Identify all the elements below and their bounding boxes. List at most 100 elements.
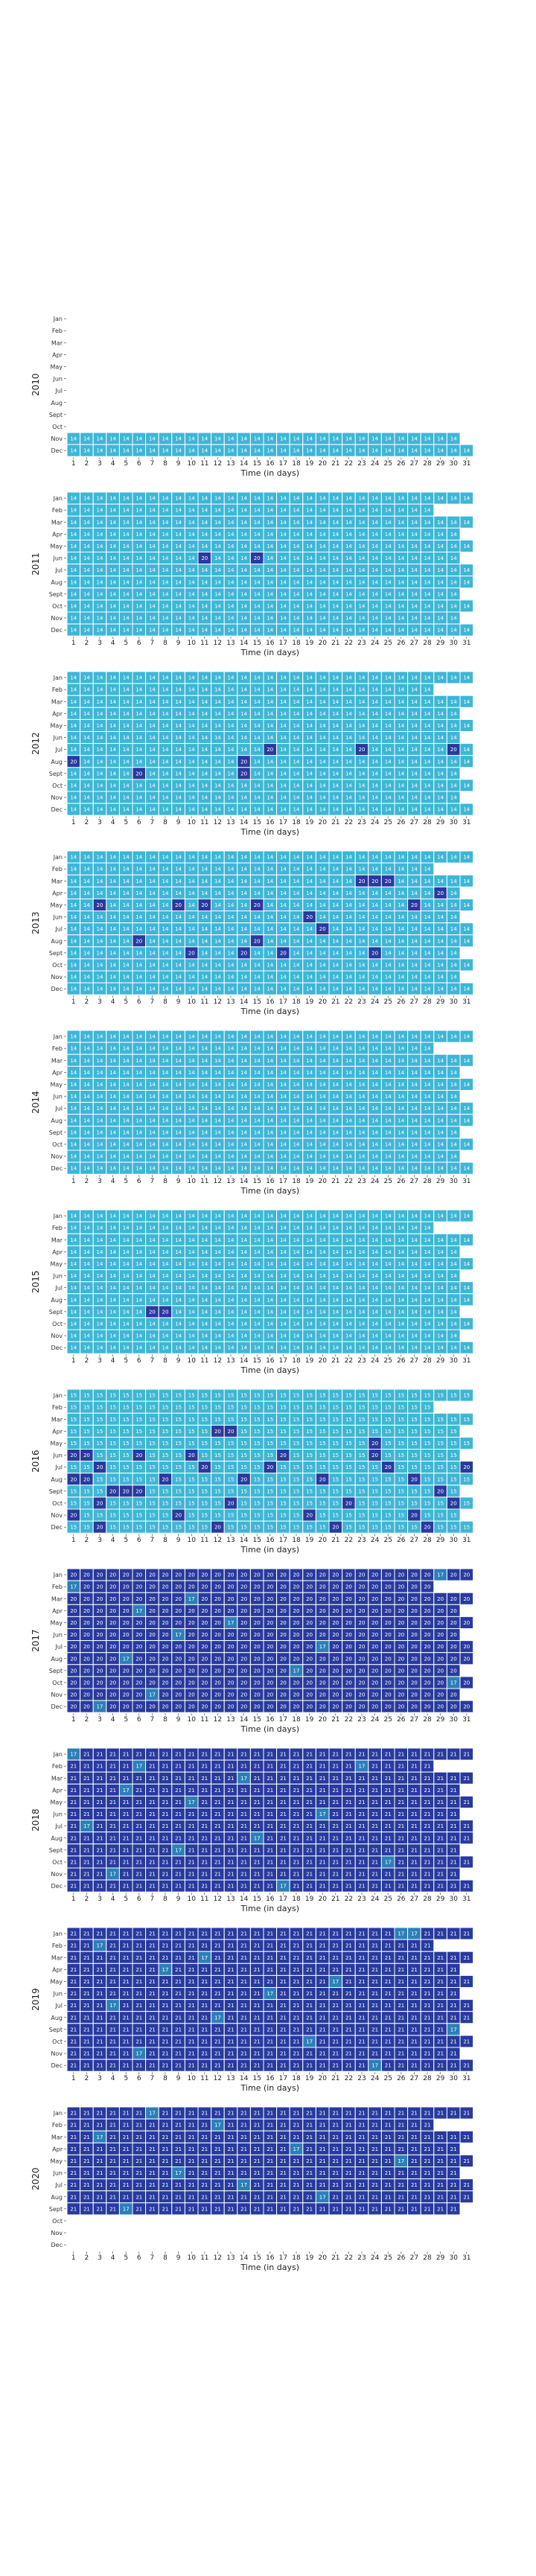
cell-value-label: 14 bbox=[162, 938, 169, 944]
cell-value-label: 15 bbox=[109, 1500, 116, 1506]
cell-value-label: 14 bbox=[162, 628, 169, 634]
cell-value-label: 14 bbox=[411, 1082, 418, 1088]
cell-value-label: 14 bbox=[437, 938, 444, 944]
cell-value-label: 14 bbox=[398, 782, 404, 788]
cell-value-label: 14 bbox=[97, 1118, 103, 1123]
cell-value-label: 14 bbox=[162, 448, 169, 454]
cell-value-label: 14 bbox=[463, 782, 470, 788]
cell-value-label: 14 bbox=[359, 1118, 366, 1123]
cell-value-label: 14 bbox=[97, 938, 103, 944]
cell-value-label: 14 bbox=[83, 1070, 90, 1076]
cell-value-label: 14 bbox=[162, 699, 169, 705]
cell-value-label: 14 bbox=[188, 591, 195, 597]
cell-value-label: 14 bbox=[398, 591, 404, 597]
cell-value-label: 15 bbox=[201, 1441, 208, 1447]
cell-value-label: 14 bbox=[149, 890, 156, 896]
cell-value-label: 14 bbox=[424, 532, 431, 538]
cell-value-label: 15 bbox=[162, 1453, 169, 1458]
cell-value-label: 14 bbox=[306, 1141, 313, 1147]
cell-value-label: 14 bbox=[254, 1154, 261, 1160]
month-label: Oct bbox=[52, 782, 63, 789]
cell-value-label: 14 bbox=[424, 687, 431, 693]
cell-value-label: 14 bbox=[149, 747, 156, 753]
cell-value-label: 14 bbox=[162, 855, 169, 861]
cell-value-label: 14 bbox=[254, 1309, 261, 1315]
cell-value-label: 14 bbox=[398, 807, 404, 813]
x-tick-label: 29 bbox=[436, 998, 445, 1006]
cell-value-label: 14 bbox=[332, 759, 339, 765]
x-tick-label: 9 bbox=[176, 819, 181, 826]
cell-value-label: 14 bbox=[450, 938, 457, 944]
x-tick-label: 1 bbox=[71, 1357, 76, 1365]
cell-value-label: 14 bbox=[332, 675, 339, 681]
cell-value-label: 14 bbox=[424, 1094, 431, 1100]
cell-value-label: 14 bbox=[371, 723, 378, 729]
cell-value-label: 14 bbox=[385, 1333, 392, 1339]
cell-value-label: 14 bbox=[306, 1321, 313, 1327]
cell-value-label: 14 bbox=[332, 1129, 339, 1135]
cell-value-label: 14 bbox=[332, 1249, 339, 1255]
cell-value-label: 14 bbox=[319, 603, 326, 609]
cell-value-label: 14 bbox=[97, 1141, 103, 1147]
cell-value-label: 20 bbox=[135, 938, 142, 944]
cell-value-label: 14 bbox=[70, 1249, 77, 1255]
cell-value-label: 14 bbox=[162, 567, 169, 573]
cell-value-label: 14 bbox=[175, 1154, 182, 1160]
cell-value-label: 15 bbox=[214, 1441, 221, 1447]
cell-value-label: 20 bbox=[240, 950, 247, 956]
cell-value-label: 14 bbox=[109, 508, 116, 514]
cell-value-label: 14 bbox=[83, 914, 90, 920]
cell-value-label: 14 bbox=[280, 520, 287, 526]
x-tick-label: 19 bbox=[305, 998, 314, 1006]
cell-value-label: 14 bbox=[188, 628, 195, 634]
cell-value-label: 14 bbox=[332, 1082, 339, 1088]
cell-value-label: 15 bbox=[201, 1453, 208, 1458]
x-tick-label: 8 bbox=[163, 640, 168, 647]
cell-value-label: 14 bbox=[371, 759, 378, 765]
cell-value-label: 14 bbox=[97, 807, 103, 813]
cell-value-label: 14 bbox=[149, 759, 156, 765]
cell-value-label: 14 bbox=[293, 975, 300, 981]
cell-value-label: 14 bbox=[424, 771, 431, 777]
cell-value-label: 14 bbox=[280, 591, 287, 597]
cell-value-label: 14 bbox=[214, 616, 221, 622]
cell-value-label: 14 bbox=[109, 914, 116, 920]
cell-value-label: 14 bbox=[267, 1214, 273, 1220]
cell-value-label: 14 bbox=[293, 711, 300, 717]
cell-value-label: 14 bbox=[345, 567, 352, 573]
cell-value-label: 14 bbox=[345, 1094, 352, 1100]
cell-value-label: 14 bbox=[201, 1225, 208, 1231]
cell-value-label: 14 bbox=[411, 975, 418, 981]
x-tick-label: 25 bbox=[383, 998, 392, 1006]
cell-value-label: 14 bbox=[411, 1345, 418, 1351]
cell-value-label: 15 bbox=[319, 1500, 326, 1506]
month-label: Sept bbox=[49, 412, 63, 418]
cell-value-label: 14 bbox=[240, 675, 247, 681]
cell-value-label: 14 bbox=[254, 1214, 261, 1220]
cell-value-label: 14 bbox=[70, 1141, 77, 1147]
x-tick-label: 3 bbox=[98, 998, 102, 1006]
x-tick-label: 11 bbox=[200, 1357, 208, 1365]
cell-value-label: 14 bbox=[83, 1237, 90, 1243]
cell-value-label: 14 bbox=[280, 962, 287, 968]
cell-value-label: 14 bbox=[424, 926, 431, 932]
cell-value-label: 15 bbox=[437, 1453, 444, 1458]
x-tick-label: 17 bbox=[279, 1178, 287, 1185]
cell-value-label: 14 bbox=[135, 759, 142, 765]
cell-value-label: 14 bbox=[123, 1249, 130, 1255]
x-tick-label: 8 bbox=[163, 1178, 168, 1185]
x-tick-label: 10 bbox=[187, 640, 196, 647]
cell-value-label: 14 bbox=[359, 1214, 366, 1220]
cell-value-label: 14 bbox=[267, 567, 273, 573]
cell-value-label: 15 bbox=[162, 1393, 169, 1399]
cell-value-label: 14 bbox=[345, 1345, 352, 1351]
cell-value-label: 14 bbox=[175, 496, 182, 502]
cell-value-label: 15 bbox=[109, 1464, 116, 1470]
cell-value-label: 14 bbox=[424, 1309, 431, 1315]
cell-value-label: 14 bbox=[83, 711, 90, 717]
cell-value-label: 14 bbox=[149, 1214, 156, 1220]
cell-value-label: 14 bbox=[109, 795, 116, 801]
cell-value-label: 14 bbox=[306, 938, 313, 944]
cell-value-label: 14 bbox=[175, 579, 182, 585]
cell-value-label: 14 bbox=[424, 699, 431, 705]
